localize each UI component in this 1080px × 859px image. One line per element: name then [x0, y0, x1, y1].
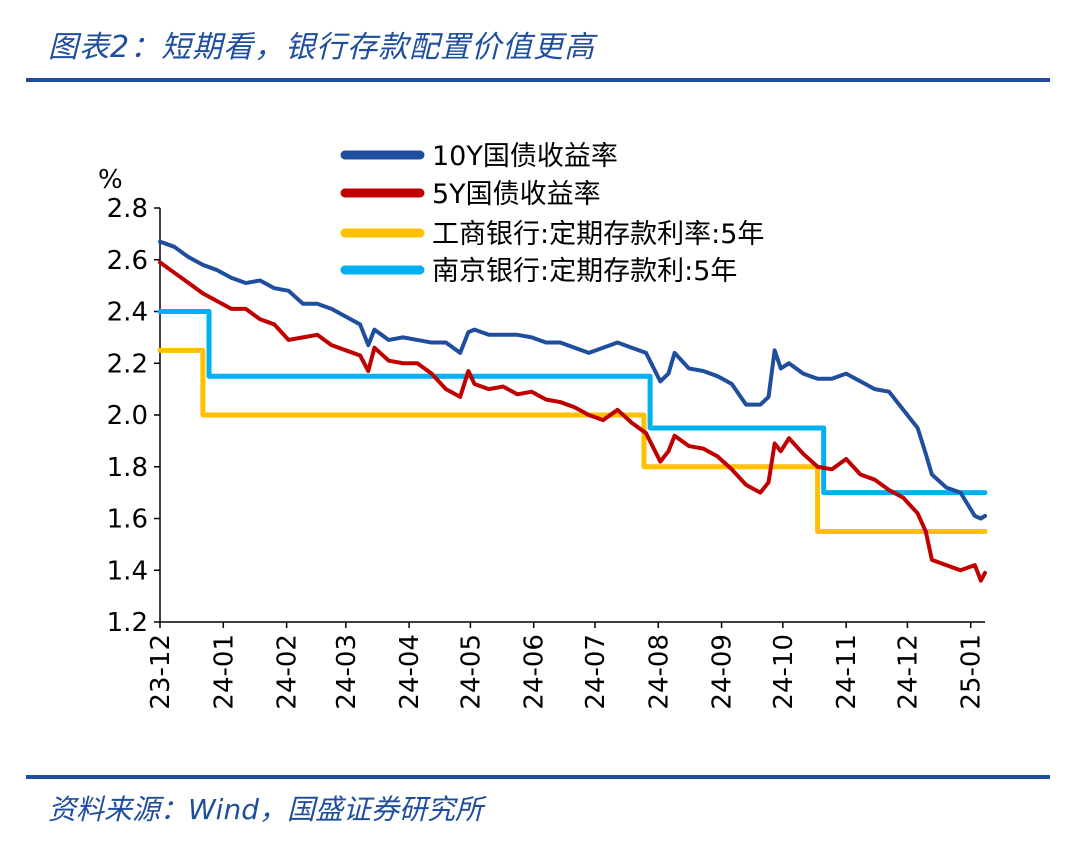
x-tick-label: 24-10 [769, 634, 799, 710]
header-divider [26, 78, 1050, 82]
x-tick-label: 24-11 [832, 634, 862, 710]
y-tick-label: 1.4 [107, 556, 148, 586]
x-tick-label: 24-05 [456, 634, 486, 710]
y-tick-label: 1.8 [107, 453, 148, 483]
x-tick-label: 23-12 [146, 634, 176, 710]
series-line-0 [158, 239, 987, 521]
y-tick-label: 2.0 [107, 401, 148, 431]
y-tick-label: 2.2 [107, 349, 148, 379]
legend-label-3: 南京银行:定期存款利:5年 [432, 256, 737, 287]
y-unit-label: % [98, 165, 123, 195]
x-tick-label: 24-02 [273, 634, 303, 710]
legend-label-0: 10Y国债收益率 [432, 141, 618, 172]
x-tick-label: 24-04 [395, 634, 425, 710]
chart-legend: 10Y国债收益率 5Y国债收益率工商银行:定期存款利率:5年南京银行:定期存款利:… [340, 141, 764, 287]
x-tick-label: 24-09 [708, 634, 738, 710]
legend-label-1: 5Y国债收益率 [432, 179, 601, 210]
y-tick-label: 2.4 [107, 298, 148, 328]
chart-axes: 1.2 1.4 1.6 1.8 2.0 2.2 2.4 2.6 2.8% 23-12 24-01 24… [98, 165, 987, 710]
x-tick-label: 24-03 [332, 634, 362, 710]
series-line-3 [157, 309, 988, 496]
y-tick-label: 2.8 [107, 194, 148, 224]
y-tick-label: 1.6 [107, 505, 148, 535]
x-tick-label: 24-07 [581, 634, 611, 710]
series-line-1 [158, 260, 987, 583]
legend-label-2: 工商银行:定期存款利率:5年 [432, 219, 764, 250]
figure-title: 图表2：短期看，银行存款配置价值更高 [48, 30, 596, 65]
x-tick-label: 24-06 [520, 634, 550, 710]
source-note: 资料来源：Wind，国盛证券研究所 [48, 793, 483, 826]
y-tick-label: 2.6 [107, 246, 148, 276]
y-tick-label: 1.2 [107, 608, 148, 638]
x-tick-label: 24-08 [644, 634, 674, 710]
x-tick-label: 24-12 [893, 634, 923, 710]
x-tick-label: 24-01 [209, 634, 239, 710]
x-tick-label: 25-01 [957, 634, 987, 710]
chart-series [157, 239, 988, 583]
series-line-2 [157, 347, 988, 534]
footer-divider [26, 775, 1050, 779]
